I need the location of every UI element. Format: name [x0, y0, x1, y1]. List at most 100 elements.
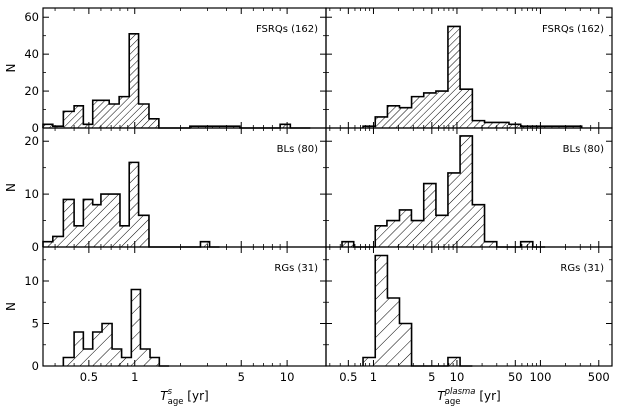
histogram-bar — [472, 120, 485, 128]
panel-label: RGs (31) — [560, 263, 604, 274]
histogram-bar — [74, 225, 84, 247]
histogram-bar — [411, 96, 424, 128]
histogram-bar — [150, 357, 160, 366]
histogram-bar — [102, 323, 113, 366]
histogram-outline — [362, 25, 583, 128]
histogram-bar — [386, 220, 400, 247]
y-tick-label: 10 — [24, 274, 39, 288]
histogram-bar — [200, 241, 210, 247]
histogram-bar — [363, 357, 376, 366]
y-tick-label: 0 — [32, 240, 39, 254]
x-tick-label: 1 — [370, 370, 377, 384]
y-axis-title: N — [4, 302, 18, 311]
x-axis-title-subscript: age — [445, 397, 461, 407]
x-tick-label: 0.5 — [80, 370, 98, 384]
x-axis-title-subscript: age — [168, 397, 184, 407]
histogram-bar — [138, 104, 149, 128]
x-tick-label: 10 — [450, 370, 465, 384]
histogram-bar — [43, 124, 53, 128]
histogram-bar — [100, 100, 110, 128]
histogram-bar — [92, 332, 103, 366]
y-tick-label: 0 — [32, 359, 39, 373]
histogram-bar — [435, 215, 448, 247]
y-axis-title: N — [4, 183, 18, 192]
histogram-bar — [399, 323, 412, 366]
histogram-bar — [74, 105, 84, 128]
histogram-bar — [387, 298, 400, 366]
x-axis-title: Ts age [yr] — [160, 387, 208, 407]
histogram-bar — [545, 126, 558, 128]
histogram-bar — [447, 26, 461, 128]
panel-1: FSRQs (162) — [362, 24, 604, 128]
histogram-bar — [138, 215, 149, 247]
histogram-bar — [472, 204, 485, 247]
histogram-bar — [119, 96, 130, 128]
panel-label: BLs (80) — [277, 144, 318, 155]
x-tick-label: 500 — [588, 370, 610, 384]
x-axis-title: Tplasma age [yr] — [437, 387, 500, 407]
histogram-bar — [484, 122, 497, 128]
histogram-bar — [387, 105, 400, 128]
axes — [42, 7, 613, 367]
x-tick-label: 0.5 — [339, 370, 357, 384]
histogram-bar — [460, 135, 473, 247]
histogram-bar — [363, 126, 376, 128]
histogram-bar — [92, 100, 101, 128]
histogram-bar — [129, 33, 139, 128]
panel-0: FSRQs (162) — [42, 24, 318, 129]
x-axis-title-symbol: T — [160, 389, 169, 403]
x-axis-title-superscript: s — [168, 387, 173, 397]
histogram-bar — [121, 357, 132, 366]
panel-4: RGs (31) — [62, 263, 318, 367]
histogram-bar — [484, 241, 497, 247]
histogram-bar — [375, 225, 387, 247]
histogram-outline — [42, 33, 311, 129]
y-tick-label: 20 — [24, 84, 39, 98]
histogram-bar — [43, 241, 53, 247]
y-tick-label: 0 — [32, 121, 39, 135]
histogram-bar — [109, 104, 120, 128]
panel-label: FSRQs (162) — [542, 24, 604, 35]
histogram-bar — [423, 92, 436, 128]
histogram-bar — [83, 349, 93, 366]
y-tick-label: 40 — [24, 47, 39, 61]
histogram-bar — [375, 255, 388, 366]
x-axis-title-unit: [yr] — [183, 389, 208, 403]
histogram-bar — [131, 289, 141, 366]
x-tick-label: 100 — [529, 370, 551, 384]
histogram-bar — [63, 357, 75, 366]
histogram-outline — [62, 288, 170, 367]
histogram-bar — [520, 126, 533, 128]
histogram-bar — [219, 126, 230, 128]
histogram-bar — [129, 162, 139, 247]
histogram-bar — [447, 172, 461, 247]
histogram-bar — [280, 124, 291, 128]
histogram-bar — [496, 122, 509, 128]
histogram-bar — [200, 126, 210, 128]
histogram-bar — [140, 349, 151, 366]
y-tick-label: 20 — [24, 134, 39, 148]
histogram-bar — [52, 126, 64, 128]
x-tick-label: 5 — [428, 370, 435, 384]
y-tick-label: 5 — [32, 317, 39, 331]
histogram-bar — [110, 194, 120, 247]
x-tick-label: 5 — [238, 370, 245, 384]
histogram-bar — [569, 126, 582, 128]
histogram-bar — [74, 332, 84, 366]
histogram-outline — [362, 254, 473, 367]
histogram-bar — [63, 199, 75, 247]
histogram-bar — [100, 194, 111, 247]
histogram-bar — [411, 220, 424, 247]
panel-label: BLs (80) — [563, 144, 604, 155]
panel-3: BLs (80) — [341, 135, 604, 248]
panel-label: FSRQs (162) — [256, 24, 318, 35]
histogram-bar — [83, 124, 93, 128]
panel-label: RGs (31) — [274, 263, 318, 274]
x-axis-title-symbol: T — [437, 389, 446, 403]
histogram-bar — [119, 225, 130, 247]
histogram-bar — [229, 126, 240, 128]
x-tick-label: 1 — [131, 370, 138, 384]
histogram-bar — [399, 107, 412, 128]
histogram-bar — [189, 126, 201, 128]
